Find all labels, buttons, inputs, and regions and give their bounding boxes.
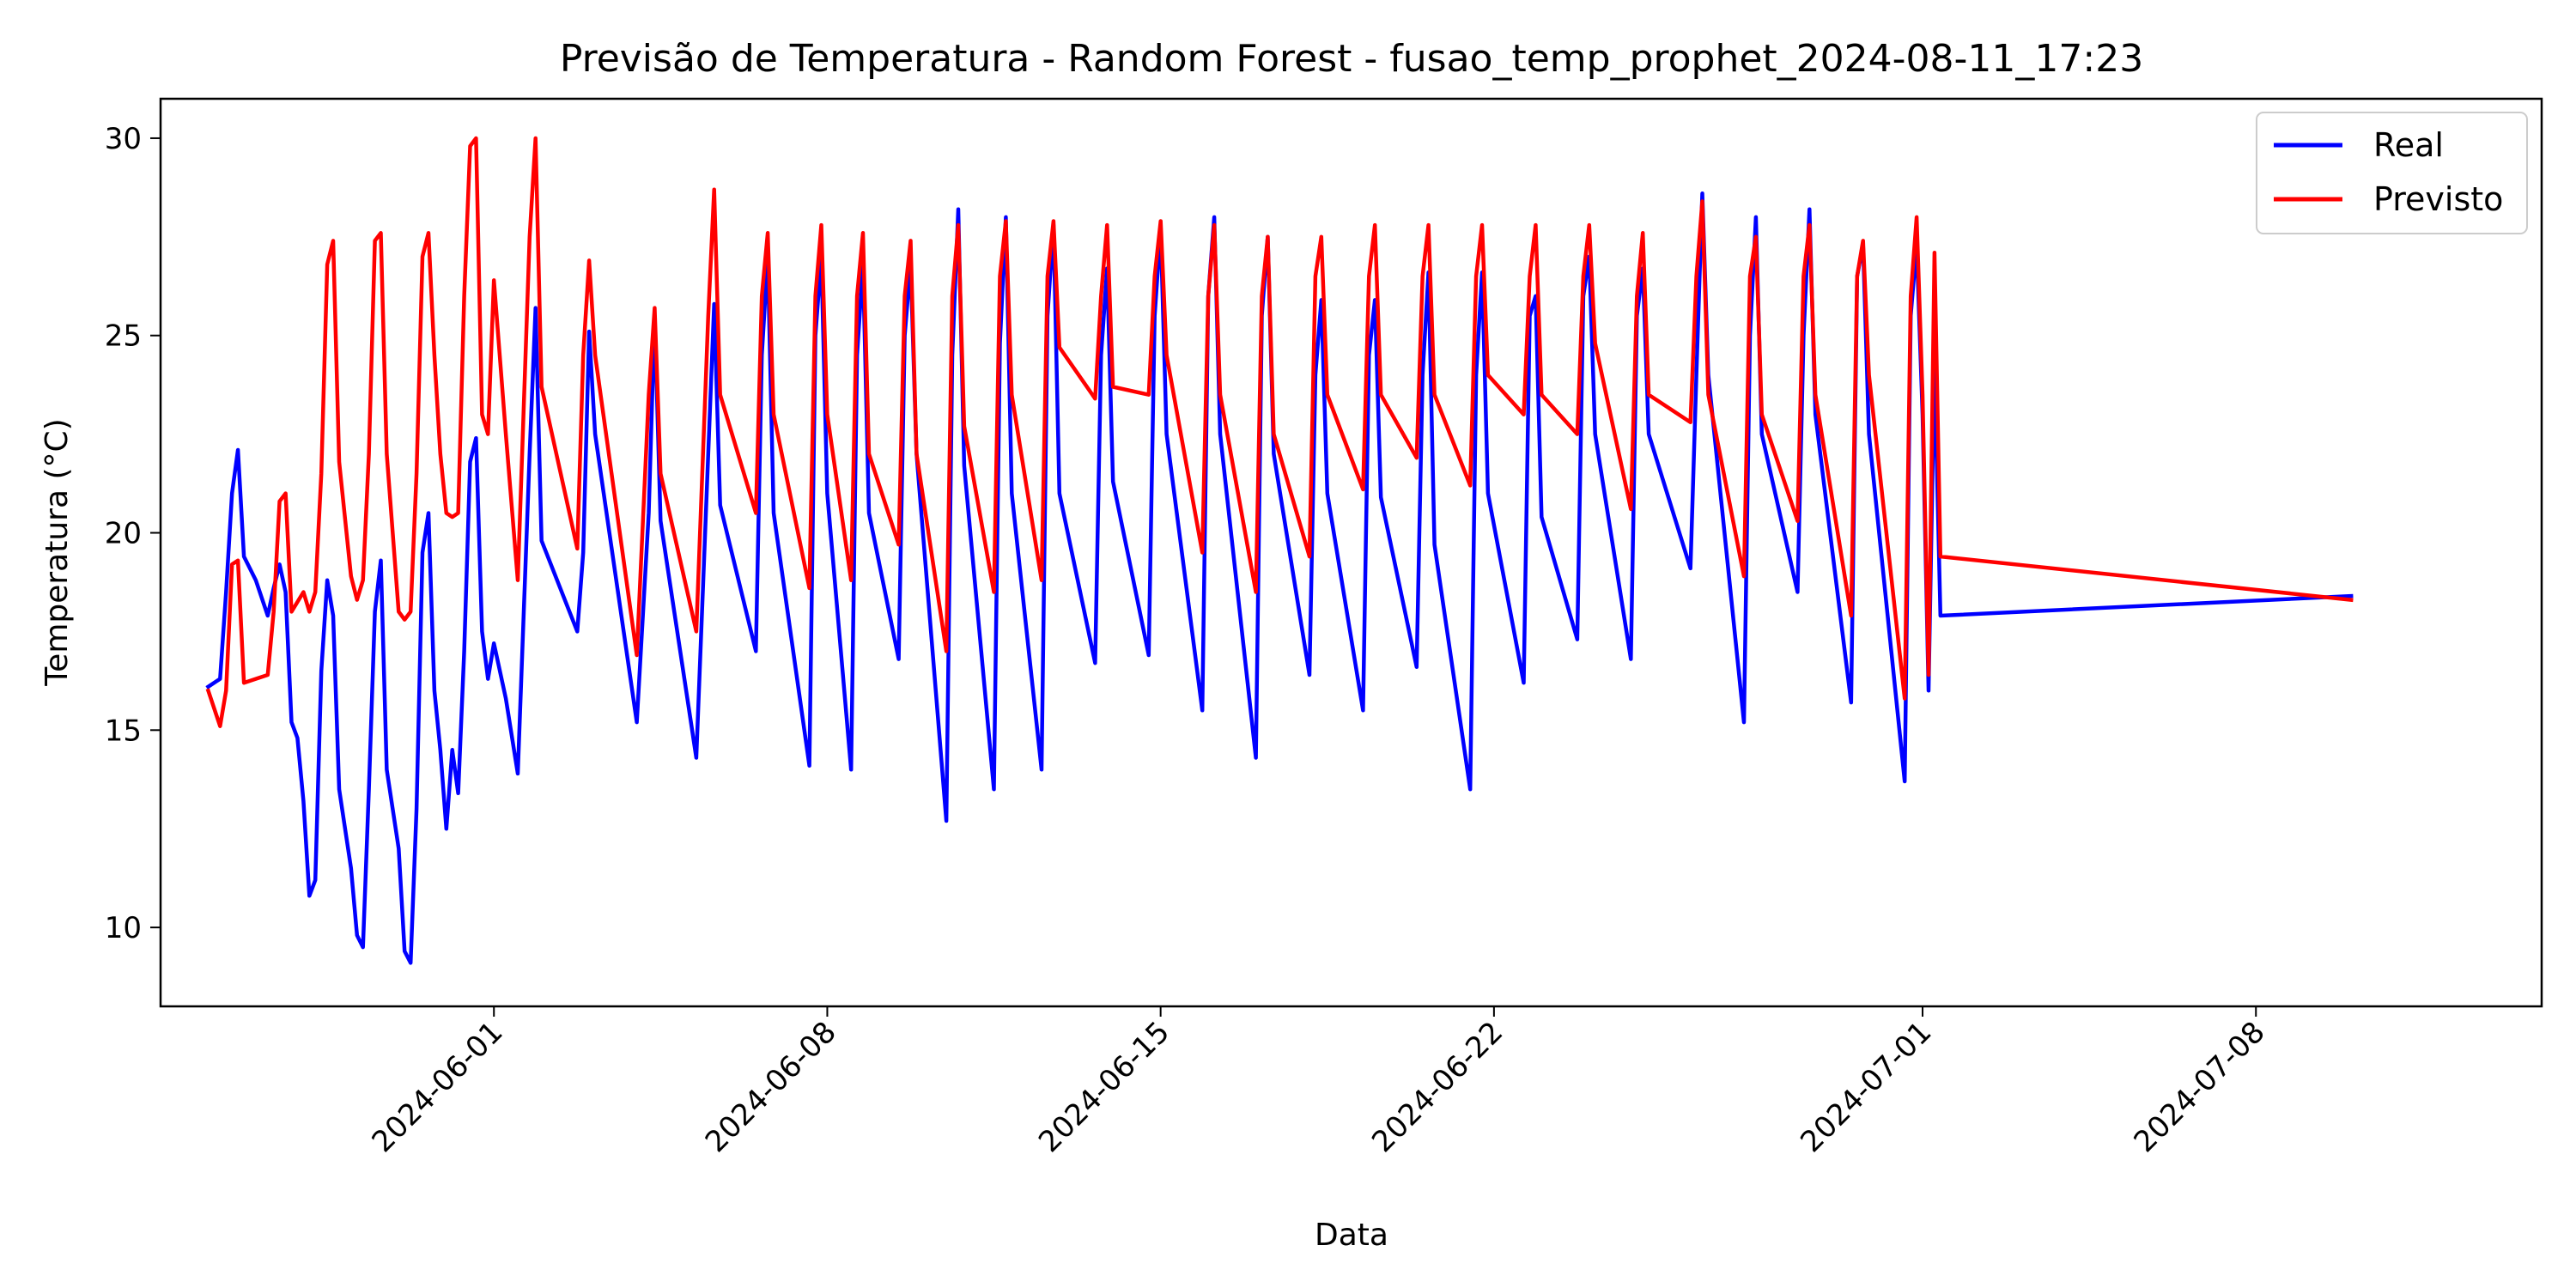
legend: Real Previsto [2256, 112, 2528, 234]
legend-label-previsto: Previsto [2373, 180, 2503, 218]
series-layer [205, 136, 2354, 965]
plot-area [205, 136, 2354, 965]
y-tick-label: 10 [105, 911, 142, 945]
y-axis: 10 15 20 25 30 [105, 122, 161, 945]
legend-label-real: Real [2373, 126, 2444, 164]
y-tick-label: 25 [105, 319, 142, 354]
legend-box [2256, 112, 2528, 234]
chart-title: Previsão de Temperatura - Random Forest … [560, 37, 2143, 81]
series-line-previsto [205, 136, 2354, 728]
y-axis-label: Temperatura (°C) [39, 418, 75, 686]
y-tick-label: 30 [105, 122, 142, 156]
x-axis-label: Data [1315, 1218, 1388, 1253]
y-tick-label: 20 [105, 517, 142, 551]
y-tick-label: 15 [105, 714, 142, 748]
plot-frame [159, 97, 2543, 1008]
